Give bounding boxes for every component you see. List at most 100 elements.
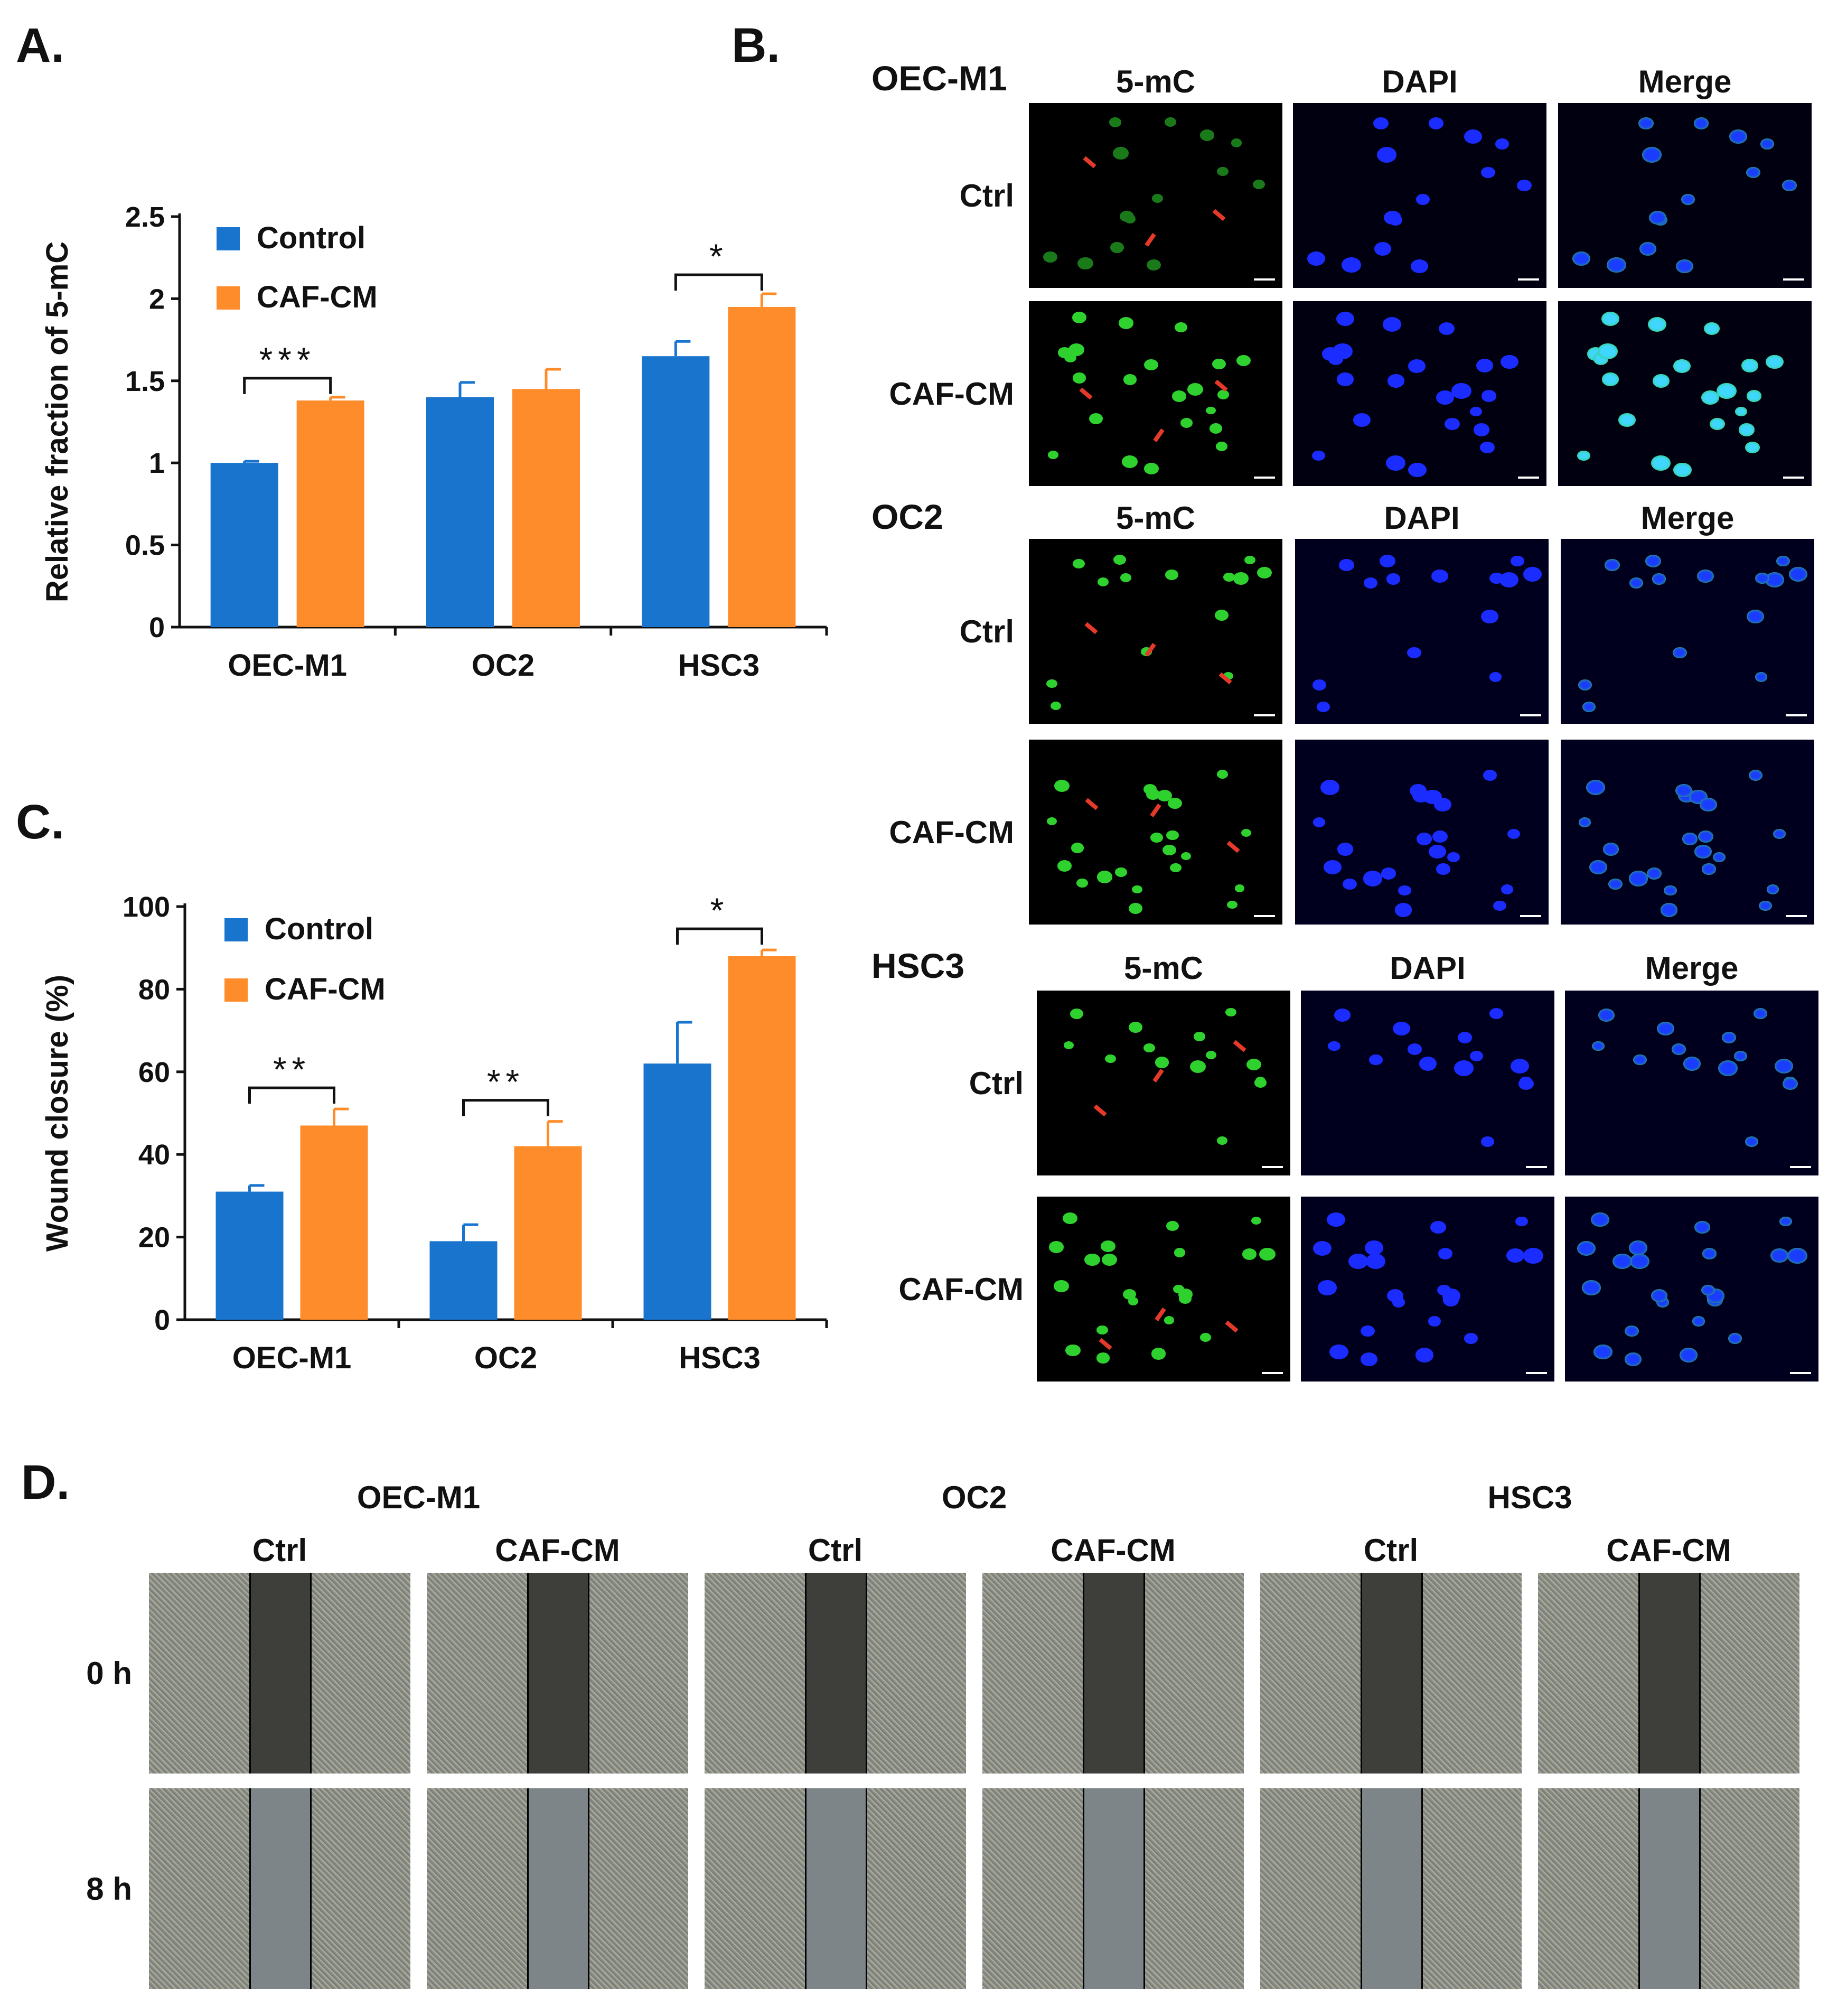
nucleus <box>1227 900 1237 909</box>
panel-letter-a: A. <box>16 18 64 72</box>
micrograph-fl <box>1037 1197 1290 1382</box>
y-tick-label: 0 <box>149 612 165 643</box>
nucleus <box>1408 462 1427 478</box>
nucleus <box>1787 1248 1808 1264</box>
nucleus <box>1246 1058 1262 1071</box>
nucleus <box>1065 1344 1081 1357</box>
nucleus <box>1501 354 1518 369</box>
significance-label: ** <box>273 1050 311 1089</box>
wound-image <box>427 1573 688 1774</box>
nucleus <box>1598 1008 1615 1022</box>
scale-bar <box>1262 1372 1283 1374</box>
micrograph-dapi <box>1301 991 1554 1175</box>
column-header: 5-mC <box>1115 64 1196 99</box>
nucleus <box>1318 1280 1337 1295</box>
nucleus <box>1775 1058 1794 1074</box>
wound-edge-line <box>310 1788 312 1989</box>
column-header: Merge <box>1638 64 1732 99</box>
nucleus <box>1483 769 1497 781</box>
nucleus <box>1225 1007 1237 1017</box>
nucleus <box>1172 390 1187 402</box>
nucleus <box>1316 701 1330 712</box>
nucleus <box>1146 259 1161 270</box>
bar-cafcm-oec-m1 <box>300 1125 368 1320</box>
nucleus <box>1745 442 1760 454</box>
nucleus <box>1602 843 1619 856</box>
nucleus <box>1339 559 1354 571</box>
wound-edge-line <box>1699 1788 1701 1989</box>
nucleus <box>1578 679 1592 690</box>
scale-bar <box>1526 1166 1547 1168</box>
nucleus <box>1206 406 1216 415</box>
micrograph-fl <box>1029 103 1282 288</box>
y-tick-label: 2.5 <box>125 201 165 233</box>
nucleus <box>1451 382 1471 399</box>
nucleus <box>1101 1240 1115 1253</box>
column-header: Merge <box>1645 950 1739 986</box>
nucleus <box>1236 354 1251 366</box>
micrograph-merge <box>1558 301 1812 486</box>
nucleus <box>1164 117 1177 127</box>
nucleus <box>1597 343 1618 360</box>
nucleus <box>1143 784 1157 795</box>
nucleus <box>1664 885 1677 896</box>
wound-edge-line <box>1083 1573 1084 1774</box>
nucleus <box>1682 833 1698 845</box>
nucleus <box>1464 129 1482 144</box>
y-tick-label: 60 <box>138 1057 170 1088</box>
nucleus <box>1770 1248 1788 1263</box>
nucleus <box>1113 555 1126 565</box>
red-arrow <box>1212 209 1226 221</box>
nucleus <box>1652 573 1666 585</box>
nucleus <box>1162 844 1177 856</box>
legend-swatch-1 <box>224 978 248 1002</box>
nucleus <box>1464 1333 1478 1345</box>
micrograph-fl <box>1029 740 1282 925</box>
nucleus <box>1473 423 1490 436</box>
nucleus <box>1429 844 1446 858</box>
wound-edge-line <box>866 1573 867 1774</box>
nucleus <box>1209 423 1223 434</box>
nucleus <box>1376 146 1396 163</box>
nucleus <box>1337 372 1354 386</box>
nucleus <box>1454 1060 1474 1077</box>
nucleus <box>1214 609 1229 621</box>
nucleus <box>1754 1007 1768 1019</box>
nucleus <box>1073 559 1085 569</box>
nucleus <box>1054 779 1070 792</box>
legend-label: Control <box>265 912 373 946</box>
nucleus <box>1417 833 1432 845</box>
micrograph-merge <box>1561 539 1814 724</box>
nucleus <box>1373 117 1389 130</box>
nucleus <box>1096 1325 1108 1334</box>
nucleus <box>1489 572 1504 584</box>
row-label: CAF-CM <box>898 1272 1024 1307</box>
micrograph-merge <box>1565 991 1818 1175</box>
wound-edge-line <box>1083 1788 1084 1989</box>
wound-gap <box>249 1788 310 1989</box>
nucleus <box>1046 817 1057 825</box>
nucleus <box>1157 789 1172 801</box>
scale-bar <box>1520 714 1541 716</box>
nucleus <box>1766 354 1784 369</box>
nucleus <box>1387 374 1404 388</box>
condition-header: Ctrl <box>1363 1533 1419 1568</box>
nucleus <box>1653 374 1670 388</box>
y-tick-label: 40 <box>138 1139 170 1171</box>
nucleus <box>1043 251 1058 263</box>
x-tick-label: OEC-M1 <box>228 648 347 683</box>
nucleus <box>1470 406 1483 417</box>
wound-image <box>1538 1788 1799 1989</box>
nucleus <box>1166 1220 1179 1231</box>
wound-edge-line <box>527 1788 529 1989</box>
red-arrow <box>1150 803 1161 817</box>
nucleus <box>1582 701 1596 712</box>
group-title: OEC-M1 <box>871 59 1007 98</box>
wound-image <box>705 1573 966 1774</box>
nucleus <box>1624 1352 1642 1366</box>
nucleus <box>1360 1352 1377 1366</box>
bar-control-oec-m1 <box>210 463 278 627</box>
nucleus <box>1398 885 1411 896</box>
nucleus <box>1382 317 1402 332</box>
nucleus <box>1384 210 1402 225</box>
